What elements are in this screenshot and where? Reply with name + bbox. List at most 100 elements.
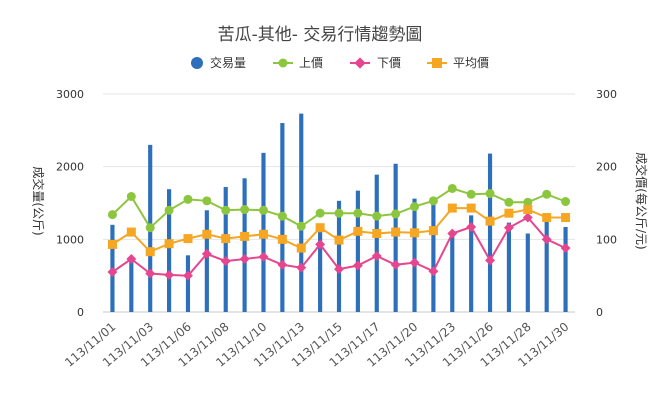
legend-bar-marker bbox=[191, 57, 203, 69]
point bbox=[353, 226, 363, 236]
point bbox=[221, 234, 231, 244]
point bbox=[542, 213, 552, 223]
point bbox=[410, 228, 420, 238]
bar bbox=[242, 178, 247, 312]
point bbox=[522, 212, 533, 223]
point bbox=[466, 203, 476, 213]
point bbox=[258, 205, 268, 215]
point bbox=[202, 196, 212, 206]
point bbox=[485, 189, 495, 199]
bar bbox=[336, 200, 342, 312]
x-axis: 113/11/01113/11/03113/11/06113/11/08113/… bbox=[62, 320, 571, 370]
chart-title: 苦瓜-其他- 交易行情趨勢圖 bbox=[218, 25, 423, 45]
point bbox=[258, 251, 269, 262]
legend: 交易量 上價 下價 平均價 bbox=[191, 55, 489, 70]
point bbox=[164, 239, 174, 249]
bar bbox=[450, 233, 455, 312]
point bbox=[296, 221, 306, 231]
point bbox=[390, 259, 401, 270]
bar bbox=[431, 203, 436, 312]
point bbox=[428, 226, 438, 236]
legend-lower-marker bbox=[354, 57, 366, 69]
point bbox=[315, 239, 326, 250]
point bbox=[447, 183, 457, 193]
point bbox=[391, 227, 401, 237]
bar bbox=[563, 226, 568, 312]
bar bbox=[299, 113, 304, 313]
point bbox=[334, 208, 344, 218]
point bbox=[466, 222, 477, 232]
y-right-tick-label: 100 bbox=[596, 233, 617, 246]
point bbox=[561, 213, 571, 223]
point bbox=[410, 202, 420, 212]
point bbox=[315, 223, 325, 233]
point bbox=[164, 269, 175, 280]
point bbox=[504, 208, 514, 218]
bar bbox=[412, 198, 417, 312]
point bbox=[240, 231, 250, 241]
y-left-tick-label: 0 bbox=[77, 306, 84, 319]
point bbox=[466, 189, 476, 199]
point bbox=[541, 234, 552, 245]
bar bbox=[469, 215, 474, 312]
point bbox=[220, 256, 231, 267]
point bbox=[145, 268, 156, 279]
point bbox=[353, 208, 363, 218]
point bbox=[145, 247, 155, 257]
point bbox=[561, 197, 571, 207]
point bbox=[221, 205, 231, 215]
point bbox=[334, 235, 344, 245]
point bbox=[126, 227, 136, 237]
point bbox=[296, 243, 306, 253]
point bbox=[107, 210, 117, 220]
y-left-tick-label: 3000 bbox=[56, 88, 84, 101]
y-right-tick-label: 200 bbox=[596, 161, 617, 174]
point bbox=[391, 209, 401, 219]
bar bbox=[487, 153, 493, 312]
point bbox=[372, 211, 382, 221]
bar bbox=[544, 221, 549, 312]
y-left-tick-label: 1000 bbox=[56, 233, 84, 246]
point bbox=[239, 254, 250, 264]
point bbox=[145, 223, 155, 233]
bar bbox=[129, 259, 134, 312]
point bbox=[164, 205, 174, 215]
bar bbox=[223, 187, 228, 312]
point bbox=[202, 229, 212, 239]
line-series bbox=[107, 183, 571, 281]
y-axis-left: 0 1000 2000 3000 bbox=[56, 88, 84, 319]
point bbox=[560, 243, 571, 254]
bar bbox=[204, 210, 209, 312]
point bbox=[372, 229, 382, 239]
point bbox=[183, 270, 193, 281]
point bbox=[485, 255, 495, 266]
point bbox=[183, 234, 193, 244]
point bbox=[371, 251, 382, 261]
point bbox=[183, 194, 193, 204]
bar bbox=[374, 174, 379, 312]
legend-label-volume: 交易量 bbox=[210, 55, 246, 70]
point bbox=[315, 208, 325, 218]
point bbox=[296, 262, 307, 273]
point bbox=[428, 196, 438, 206]
bar bbox=[525, 233, 530, 312]
legend-label-upper: 上價 bbox=[299, 56, 323, 70]
legend-avg-marker bbox=[432, 58, 442, 68]
point bbox=[503, 222, 514, 233]
bar bbox=[506, 222, 511, 312]
point bbox=[428, 266, 439, 277]
point bbox=[485, 216, 495, 226]
y-axis-right: 0 100 200 300 bbox=[596, 88, 617, 319]
legend-label-avg: 平均價 bbox=[453, 56, 489, 70]
bar bbox=[355, 190, 360, 312]
point bbox=[523, 197, 533, 207]
legend-upper-marker bbox=[278, 58, 288, 68]
bar bbox=[318, 232, 323, 312]
y-right-tick-label: 0 bbox=[596, 306, 603, 319]
point bbox=[201, 248, 212, 259]
point bbox=[447, 228, 458, 239]
point bbox=[126, 191, 136, 201]
point bbox=[447, 203, 457, 213]
legend-label-lower: 下價 bbox=[377, 56, 401, 70]
